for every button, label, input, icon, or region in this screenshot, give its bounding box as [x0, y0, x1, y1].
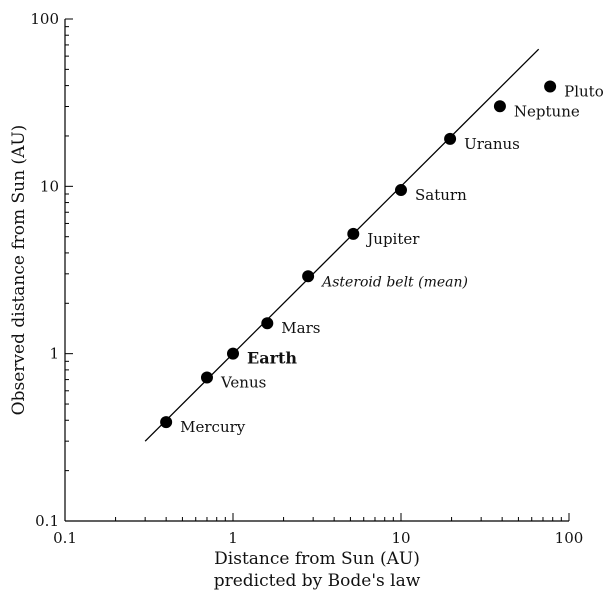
data-point-labels: Mercury Venus Earth Mars Asteroid belt (mean… [180, 83, 604, 437]
data-point [227, 347, 239, 360]
data-point-label: Neptune [514, 102, 580, 120]
data-points [160, 80, 557, 429]
data-point-label: Asteroid belt (mean) [320, 274, 468, 290]
x-axis-title-line1: Distance from Sun (AU) [214, 549, 420, 569]
data-point [261, 317, 274, 330]
data-point-label: Jupiter [365, 230, 420, 248]
plot-area [64, 19, 569, 522]
data-point [544, 80, 557, 93]
y-tick-label: 0.1 [35, 512, 59, 530]
x-tick-label: 1 [228, 529, 238, 547]
data-point-label: Mars [281, 319, 320, 337]
y-tick-label: 10 [40, 177, 59, 195]
y-axis-title: Observed distance from Sun (AU) [9, 125, 29, 416]
data-point [395, 184, 407, 197]
x-tick-label: 0.1 [53, 529, 77, 547]
data-point-label: Venus [220, 374, 266, 392]
data-point-label: Earth [247, 349, 297, 368]
x-tick-label: 100 [555, 529, 584, 547]
data-point [347, 227, 360, 240]
data-point-label: Mercury [180, 418, 246, 436]
data-point-label: Pluto [564, 83, 604, 101]
data-point [160, 416, 173, 429]
data-point [444, 132, 457, 145]
axis-ticks [64, 18, 570, 522]
data-point-label: Saturn [415, 186, 467, 204]
x-tick-label: 10 [391, 529, 410, 547]
axis-tick-labels: 0.1 1 10 100 0.1 1 10 100 [30, 10, 583, 547]
y-tick-label: 100 [30, 10, 59, 28]
data-point [200, 371, 213, 384]
y-tick-label: 1 [49, 345, 59, 363]
data-point [493, 100, 506, 113]
x-axis-title-line2: predicted by Bode's law [214, 571, 421, 591]
data-point [302, 270, 315, 283]
data-point-label: Uranus [464, 135, 520, 153]
